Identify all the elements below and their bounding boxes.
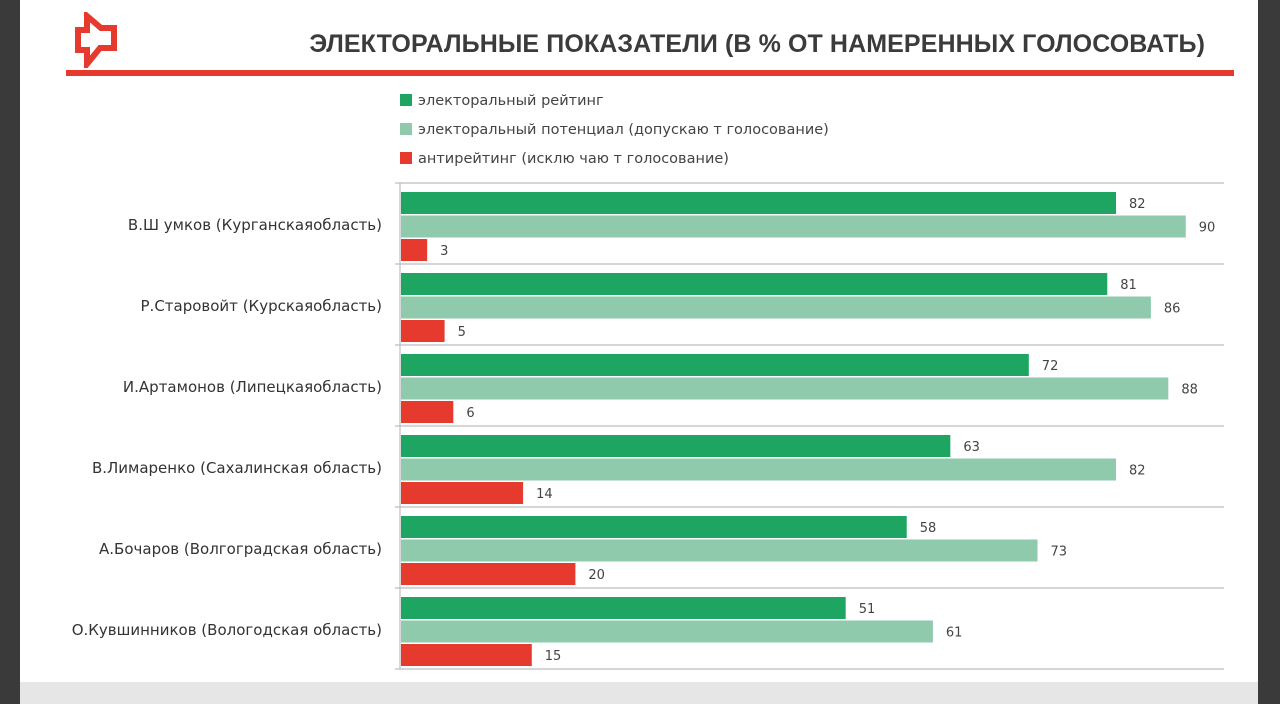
category-label-0: В.Ш умков (Курганскаяобласть) (128, 216, 382, 234)
category-label-4: А.Бочаров (Волгоградская область) (99, 540, 382, 558)
legend-swatch-1 (400, 123, 412, 135)
bar-5-2 (401, 644, 532, 666)
value-label-2-2: 6 (466, 406, 474, 421)
legend-label-1: электоральный потенциал (допускаю т голо… (418, 122, 829, 138)
bar-4-2 (401, 563, 576, 585)
bar-1-1 (401, 296, 1151, 319)
legend-label-2: антирейтинг (исклю чаю т голосование) (418, 151, 729, 167)
value-label-0-1: 90 (1199, 221, 1216, 236)
bar-0-0 (401, 192, 1116, 214)
category-label-3: В.Лимаренко (Сахалинская область) (92, 459, 382, 477)
legend-swatch-0 (400, 94, 412, 106)
value-label-1-1: 86 (1164, 302, 1181, 317)
category-label-2: И.Артамонов (Липецкаяобласть) (123, 378, 382, 396)
logo-icon (75, 12, 117, 68)
value-label-5-0: 51 (859, 602, 876, 617)
legend-label-0: электоральный рейтинг (418, 93, 604, 109)
bar-2-1 (401, 377, 1169, 400)
value-label-2-1: 88 (1181, 383, 1198, 398)
bar-0-2 (401, 239, 428, 261)
category-label-1: Р.Старовойт (Курскаяобласть) (141, 297, 383, 315)
bar-2-2 (401, 401, 454, 423)
legend-swatch-2 (400, 152, 412, 164)
value-label-0-2: 3 (440, 244, 448, 259)
category-label-5: О.Кувшинников (Вологодская область) (72, 621, 382, 639)
value-label-1-2: 5 (458, 325, 466, 340)
bar-3-1 (401, 458, 1116, 481)
value-label-3-2: 14 (536, 487, 553, 502)
value-label-4-0: 58 (920, 521, 937, 536)
value-label-3-1: 82 (1129, 464, 1146, 479)
bar-5-1 (401, 620, 933, 643)
bar-5-0 (401, 597, 846, 619)
value-label-4-1: 73 (1051, 545, 1068, 560)
value-label-5-1: 61 (946, 626, 963, 641)
value-label-1-0: 81 (1120, 278, 1137, 293)
bottom-strip (20, 682, 1258, 704)
slide (20, 0, 1258, 682)
value-label-2-0: 72 (1042, 359, 1059, 374)
bar-0-1 (401, 215, 1186, 238)
value-label-4-2: 20 (588, 568, 605, 583)
value-label-5-2: 15 (545, 649, 562, 664)
bar-4-1 (401, 539, 1038, 562)
bar-3-0 (401, 435, 951, 457)
bar-2-0 (401, 354, 1029, 376)
value-label-3-0: 63 (963, 440, 980, 455)
bar-1-0 (401, 273, 1108, 295)
bar-1-2 (401, 320, 445, 342)
bar-3-2 (401, 482, 524, 504)
page-title: ЭЛЕКТОРАЛЬНЫЕ ПОКАЗАТЕЛИ (В % ОТ НАМЕРЕН… (309, 30, 1205, 58)
value-label-0-0: 82 (1129, 197, 1146, 212)
bar-4-0 (401, 516, 907, 538)
title-underline (66, 70, 1234, 76)
